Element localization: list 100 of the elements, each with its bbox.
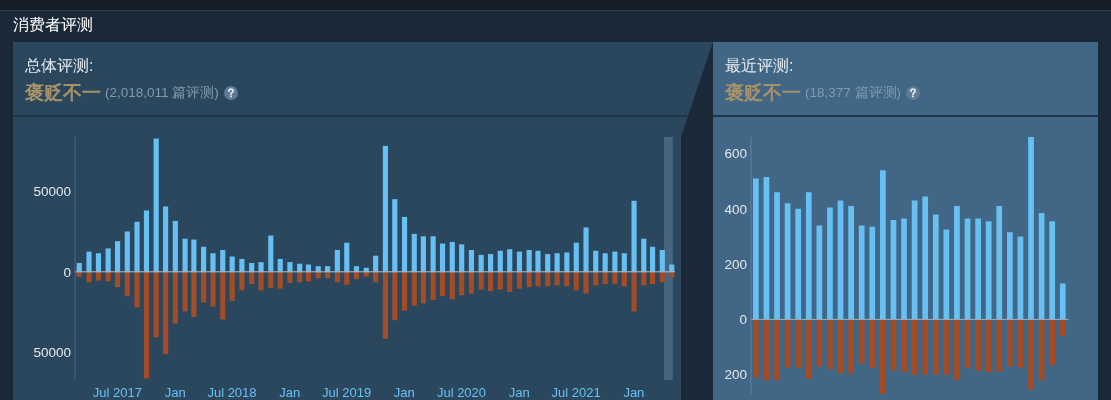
bar — [564, 271, 570, 287]
bar — [774, 319, 780, 381]
bar — [201, 271, 207, 303]
bar — [334, 250, 340, 272]
bar — [239, 271, 245, 291]
bar — [430, 236, 436, 272]
bar — [182, 238, 188, 272]
bar — [363, 271, 369, 277]
bar — [401, 271, 408, 311]
bar — [1059, 283, 1066, 320]
bar — [880, 319, 886, 394]
bar — [277, 271, 283, 289]
bar — [1028, 319, 1034, 390]
bar — [901, 319, 907, 372]
bar — [459, 271, 465, 296]
bar — [201, 246, 207, 272]
bar — [583, 271, 589, 294]
bar — [487, 271, 494, 292]
bar — [86, 271, 92, 283]
bar — [516, 251, 523, 272]
bar — [554, 271, 560, 286]
bar — [583, 227, 589, 272]
bar — [182, 271, 188, 312]
bar — [1007, 232, 1013, 320]
bar — [659, 250, 665, 272]
bar — [229, 271, 235, 301]
bar — [114, 271, 121, 288]
bar — [535, 271, 541, 287]
bar — [411, 233, 417, 272]
text: (2,018,011 篇评测) — [105, 84, 219, 102]
bar — [382, 145, 388, 272]
bar — [659, 271, 665, 283]
bar — [1007, 319, 1013, 367]
x-tick-label: Jul 2020 — [436, 385, 487, 400]
bar — [975, 218, 981, 320]
bar — [858, 319, 865, 364]
bar — [753, 319, 759, 378]
bar — [753, 178, 759, 320]
bar — [277, 258, 283, 272]
bar — [163, 206, 169, 272]
chart-title: 总体评测: — [25, 56, 94, 76]
bar — [95, 271, 101, 281]
chart-subtitle: 褒贬不一 — [25, 82, 101, 104]
bar — [382, 271, 388, 339]
bar — [229, 256, 235, 272]
bar — [650, 271, 656, 284]
bar — [163, 271, 169, 355]
bar — [268, 271, 274, 288]
bar — [631, 200, 637, 272]
bar — [564, 252, 570, 272]
bar — [239, 258, 245, 272]
bar — [373, 271, 379, 283]
bar — [143, 210, 150, 272]
bar — [143, 271, 150, 379]
bar — [315, 271, 321, 279]
bar — [985, 221, 992, 320]
bar — [86, 251, 92, 272]
bar — [554, 253, 560, 272]
bar — [848, 206, 854, 320]
chart-subtitle: 褒贬不一 — [725, 82, 801, 104]
bar — [526, 271, 532, 288]
bar — [922, 196, 929, 320]
x-tick-label: Jul 2019 — [322, 385, 372, 400]
bar — [869, 226, 876, 320]
bar — [996, 319, 1003, 372]
bar — [516, 271, 523, 289]
bar — [334, 271, 340, 283]
bar — [449, 241, 455, 272]
bar — [996, 206, 1003, 320]
bar — [172, 220, 178, 272]
bar — [124, 271, 130, 297]
bar — [344, 271, 350, 285]
bar — [134, 221, 140, 272]
bar — [287, 271, 293, 284]
bar — [353, 271, 360, 280]
bar — [805, 319, 812, 379]
x-tick-label: Jan — [393, 385, 415, 400]
y-tick-label: 600 — [724, 146, 747, 162]
y-tick-label: 200 — [724, 256, 747, 272]
bar — [650, 246, 656, 272]
bar — [468, 271, 474, 294]
bar — [932, 319, 939, 375]
bar — [602, 253, 608, 272]
text: 消费者评测 — [13, 15, 93, 35]
bar — [487, 254, 494, 272]
bar — [210, 271, 216, 307]
bar — [774, 192, 780, 320]
bar — [439, 243, 446, 272]
y-tick-label: 400 — [724, 201, 747, 217]
bar — [392, 271, 398, 321]
bar — [602, 271, 608, 284]
bar — [805, 192, 812, 320]
bar — [954, 319, 960, 381]
bar — [305, 271, 312, 282]
x-tick-label: Jul 2021 — [551, 385, 601, 400]
bar — [593, 271, 599, 286]
bar — [901, 218, 907, 320]
bar — [220, 250, 226, 272]
y-tick-label: 50000 — [33, 345, 71, 361]
bar — [621, 271, 627, 287]
